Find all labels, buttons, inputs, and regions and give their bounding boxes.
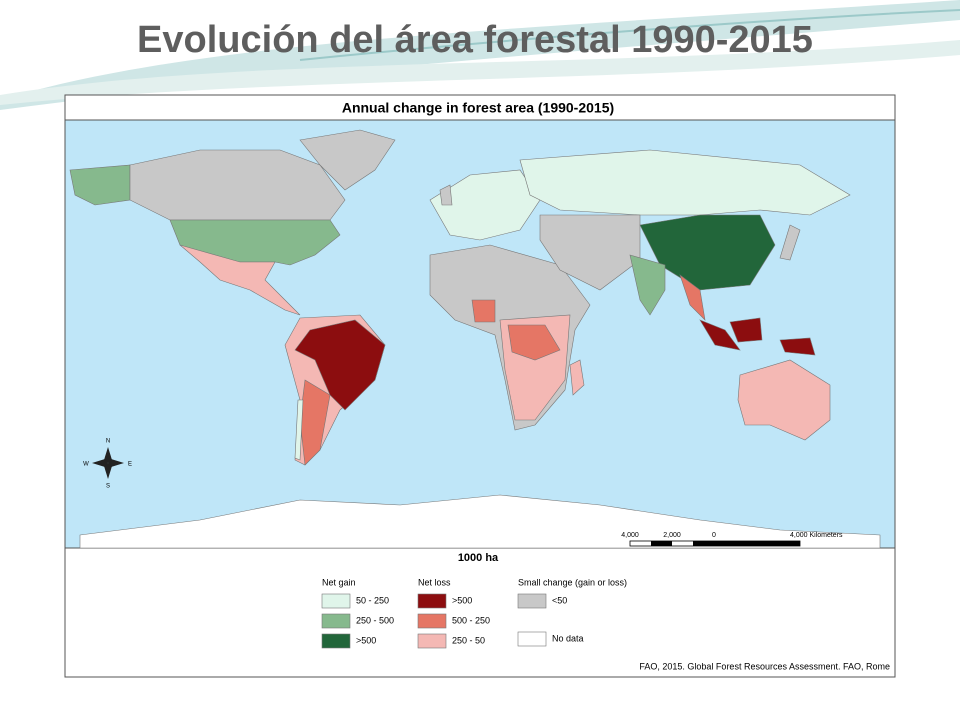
russia (519, 149, 851, 216)
chile (294, 399, 304, 461)
legend-swatch (321, 633, 351, 649)
compass-e: E (128, 462, 132, 468)
papua (779, 337, 816, 356)
decor (0, 0, 960, 110)
legend-label: >500 (356, 635, 376, 645)
decor (299, 9, 960, 61)
congo (507, 324, 561, 361)
japan (779, 224, 801, 261)
legend-group-title: Net gain (322, 577, 356, 587)
compass-n: N (106, 439, 110, 445)
slide-title: Evolución del área forestal 1990-2015 (137, 19, 813, 61)
antarctica (79, 494, 881, 549)
legend-group-title: Small change (gain or loss) (518, 577, 627, 587)
source: FAO, 2015. Global Forest Resources Asses… (639, 661, 890, 671)
map-title: Annual change in forest area (1990-2015) (342, 100, 614, 116)
australia (737, 359, 831, 441)
compass-w: W (83, 462, 89, 468)
madagascar (569, 359, 585, 396)
legend-swatch (517, 593, 547, 609)
legend-label: 500 - 250 (452, 615, 490, 625)
compass: N S W E (83, 439, 132, 490)
uk (439, 184, 453, 206)
borneo (729, 317, 763, 343)
europe (429, 169, 541, 241)
greenland (299, 129, 396, 191)
myanmar (679, 274, 706, 321)
nigeria (471, 299, 496, 323)
middle-east (539, 214, 641, 291)
canada (129, 149, 346, 221)
scale-label: 4,000 (621, 532, 639, 539)
legend-label: 250 - 500 (356, 615, 394, 625)
legend-unit: 1000 ha (458, 552, 499, 564)
legend-swatch (417, 613, 447, 629)
scale-label: 0 (712, 532, 716, 539)
legend-label: 250 - 50 (452, 635, 485, 645)
scale-label: 2,000 (663, 532, 681, 539)
legend-label: <50 (552, 595, 567, 605)
legend-swatch (517, 631, 547, 647)
compass-s: S (106, 484, 110, 490)
legend-swatch (321, 593, 351, 609)
scale-label: 4,000 Kilometers (790, 532, 843, 539)
sumatra (699, 319, 741, 351)
countries (69, 129, 881, 549)
legend-label: >500 (452, 595, 472, 605)
legend-swatch (417, 593, 447, 609)
legend-group-title: Net loss (418, 577, 451, 587)
scale-bar: 4,000 2,000 0 4,000 Kilometers (621, 532, 843, 547)
india (629, 254, 666, 316)
legend-swatch (417, 633, 447, 649)
central-america (179, 244, 301, 316)
brazil (294, 319, 386, 411)
china (639, 214, 776, 291)
legend-label: 50 - 250 (356, 595, 389, 605)
alaska (69, 164, 131, 206)
legend-label: No data (552, 633, 584, 643)
legend-swatch (321, 613, 351, 629)
decor (0, 40, 960, 105)
